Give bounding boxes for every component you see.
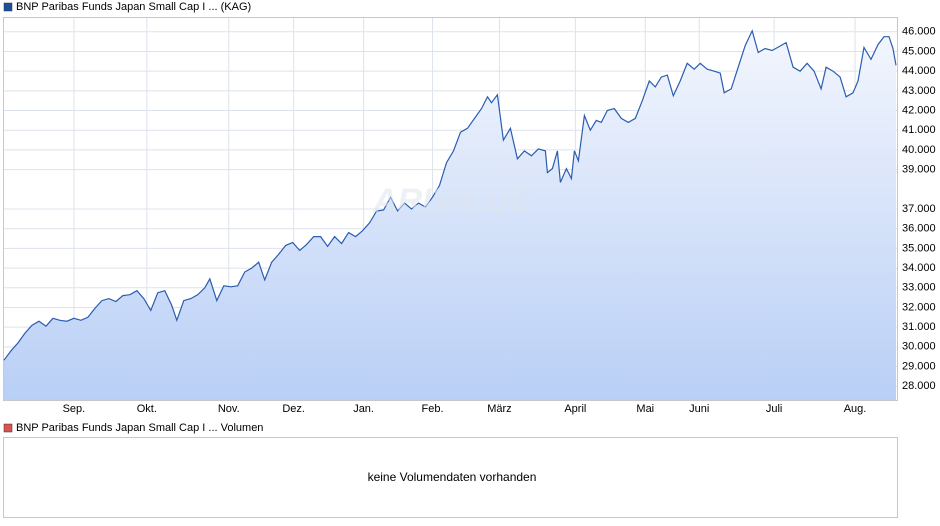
y-tick-label: 40.000 bbox=[902, 144, 936, 156]
volume-message: keine Volumendaten vorhanden bbox=[368, 470, 537, 484]
x-tick-label: April bbox=[564, 403, 586, 415]
y-tick-label: 35.000 bbox=[902, 242, 936, 254]
x-tick-label: Mai bbox=[636, 403, 654, 415]
y-tick-label: 37.000 bbox=[902, 203, 936, 215]
watermark: ARIVA.DE bbox=[372, 182, 534, 220]
legend-label: BNP Paribas Funds Japan Small Cap I ... … bbox=[16, 1, 251, 13]
y-tick-label: 28.000 bbox=[902, 380, 936, 392]
line bbox=[3, 29, 897, 361]
y-tick-label: 29.000 bbox=[902, 360, 936, 372]
x-tick-label: Juli bbox=[766, 403, 783, 415]
y-tick-label: 32.000 bbox=[902, 301, 936, 313]
y-tick-label: 43.000 bbox=[902, 85, 936, 97]
y-tick-label: 39.000 bbox=[902, 164, 936, 176]
y-tick-label: 45.000 bbox=[902, 45, 936, 57]
x-tick-label: Feb. bbox=[422, 403, 444, 415]
y-tick-label: 30.000 bbox=[902, 341, 936, 353]
x-tick-label: Okt. bbox=[137, 403, 157, 415]
y-tick-label: 46.000 bbox=[902, 26, 936, 38]
y-tick-label: 36.000 bbox=[902, 223, 936, 235]
x-tick-label: Aug. bbox=[844, 403, 867, 415]
y-tick-label: 34.000 bbox=[902, 262, 936, 274]
volume-legend-label: BNP Paribas Funds Japan Small Cap I ... … bbox=[16, 422, 263, 434]
y-tick-label: 41.000 bbox=[902, 124, 936, 136]
legend-swatch bbox=[3, 2, 13, 12]
x-tick-label: Jan. bbox=[353, 403, 374, 415]
area bbox=[4, 30, 897, 401]
y-tick-label: 42.000 bbox=[902, 104, 936, 116]
x-tick-label: März bbox=[487, 403, 511, 415]
volume-frame bbox=[3, 437, 898, 518]
legend-swatch bbox=[3, 423, 13, 433]
x-tick-label: Dez. bbox=[282, 403, 305, 415]
y-tick-label: 33.000 bbox=[902, 282, 936, 294]
x-tick-label: Sep. bbox=[63, 403, 86, 415]
y-tick-label: 31.000 bbox=[902, 321, 936, 333]
x-tick-label: Nov. bbox=[218, 403, 240, 415]
y-tick-label: 44.000 bbox=[902, 65, 936, 77]
x-tick-label: Juni bbox=[689, 403, 709, 415]
